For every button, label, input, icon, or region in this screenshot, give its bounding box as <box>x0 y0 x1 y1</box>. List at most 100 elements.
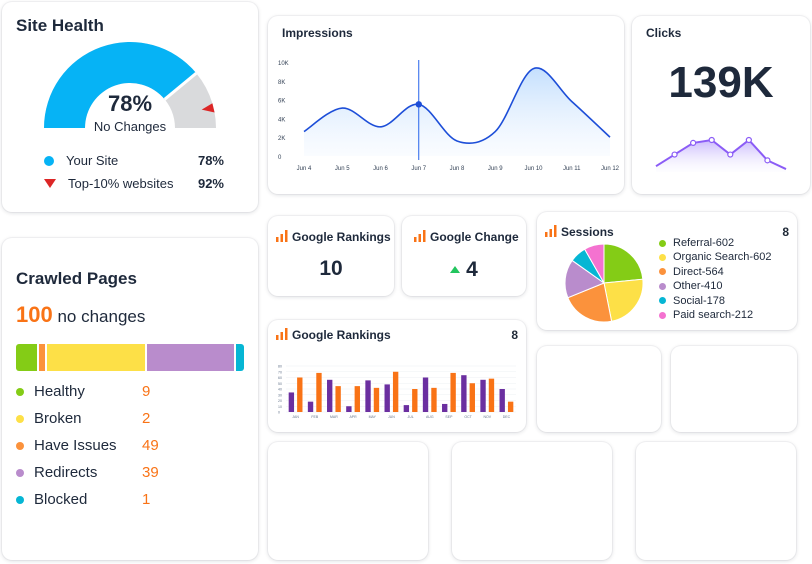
pie-slice[interactable] <box>603 278 644 322</box>
rankings-bar[interactable] <box>422 377 429 413</box>
y-tick-label: 6K <box>278 99 285 105</box>
crawled-legend-label: Redirects <box>34 464 98 481</box>
crawled-legend-label: Blocked <box>34 491 88 508</box>
empty-card <box>636 442 796 560</box>
sessions-pie-chart <box>564 243 644 323</box>
gauge-split-line <box>163 72 198 101</box>
x-tick-label: AUG <box>426 415 434 419</box>
rankings-bar[interactable] <box>384 384 390 412</box>
bar-chart-icon <box>414 230 426 242</box>
bar-chart-icon <box>545 225 557 237</box>
rankings-bar[interactable] <box>412 389 418 412</box>
rankings-bar[interactable] <box>327 379 333 412</box>
legend-dot-icon <box>16 468 24 477</box>
impressions-card: Impressions 10K 8K 6K 4K 2K 0 Jun 4 Jun 5 Jun 6 J… <box>268 16 624 194</box>
pie-slice[interactable] <box>567 282 613 323</box>
rankings-bar[interactable] <box>488 378 495 412</box>
y-tick-label: 2K <box>278 136 285 142</box>
empty-card <box>537 346 661 432</box>
rankings-chart-title: Google Rankings <box>292 328 391 342</box>
clicks-card: Clicks 139K <box>632 16 810 194</box>
legend-your-site-value: 78% <box>197 153 224 168</box>
impressions-area <box>304 67 610 156</box>
crawled-legend-value: 1 <box>142 491 151 508</box>
sessions-legend-label: Organic Search-602 <box>673 251 772 264</box>
rankings-bar[interactable] <box>297 377 303 413</box>
google-rankings-stat-value: 10 <box>319 257 343 280</box>
x-tick-label: Jun 8 <box>450 166 465 172</box>
sessions-legend-item: Paid search-212 <box>659 309 753 321</box>
y-tick-label: 70 <box>278 370 282 374</box>
y-tick-label: 10 <box>278 405 282 409</box>
y-tick-label: 60 <box>278 376 282 380</box>
crawled-legend-item: Have Issues 49 <box>16 437 159 454</box>
impressions-title: Impressions <box>282 26 353 40</box>
rankings-bar[interactable] <box>354 386 360 412</box>
crawled-legend-item: Broken 2 <box>16 410 150 427</box>
legend-dot-icon <box>659 282 666 290</box>
rankings-bar[interactable] <box>365 380 371 412</box>
rankings-bar[interactable] <box>480 379 486 412</box>
google-rankings-stat-title: Google Rankings <box>292 230 391 244</box>
rankings-bar[interactable] <box>507 401 514 412</box>
rankings-bar[interactable] <box>392 371 399 412</box>
up-triangle-icon <box>450 266 461 273</box>
crawled-bar-segment-have-issues <box>39 344 47 371</box>
rankings-bar[interactable] <box>442 403 448 412</box>
rankings-bar[interactable] <box>469 383 475 412</box>
x-tick-label: OCT <box>464 415 472 419</box>
x-tick-label: JUL <box>407 415 413 419</box>
sessions-legend-item: Organic Search-602 <box>659 251 771 263</box>
rankings-bar[interactable] <box>288 392 295 412</box>
y-tick-label: 50 <box>278 382 282 386</box>
x-tick-label: Jun 10 <box>524 166 543 172</box>
bar-chart-icon <box>276 328 288 340</box>
sessions-badge: 8 <box>782 225 789 239</box>
rankings-bar[interactable] <box>461 375 467 412</box>
pie-slice[interactable] <box>603 243 644 284</box>
rankings-bar[interactable] <box>316 372 322 412</box>
rankings-bar[interactable] <box>431 387 437 412</box>
x-tick-label: MAY <box>369 415 377 419</box>
clicks-sparkline <box>655 136 787 172</box>
rankings-bar[interactable] <box>346 406 352 412</box>
crawled-bar-segment-redirects <box>146 344 237 371</box>
y-tick-label: 40 <box>278 388 282 392</box>
sessions-legend-item: Direct-564 <box>659 266 724 278</box>
crawled-legend-value: 39 <box>142 464 159 481</box>
crawled-legend-item: Healthy 9 <box>16 383 150 400</box>
rankings-bar[interactable] <box>307 401 314 412</box>
y-tick-label: 0 <box>278 411 280 415</box>
sessions-legend-label: Paid search-212 <box>673 309 754 321</box>
rankings-bar[interactable] <box>499 389 505 412</box>
rankings-bar[interactable] <box>335 386 341 412</box>
site-health-gauge <box>44 42 216 129</box>
site-health-title: Site Health <box>16 16 104 35</box>
rankings-bar[interactable] <box>403 405 410 412</box>
clicks-point <box>690 139 697 147</box>
rankings-chart-badge: 8 <box>511 328 518 342</box>
x-tick-label: Jun 6 <box>373 166 388 172</box>
crawled-legend-label: Have Issues <box>34 437 117 454</box>
site-health-subtitle: No Changes <box>93 119 167 134</box>
rankings-bar[interactable] <box>450 372 456 412</box>
pie-slice[interactable] <box>583 243 605 285</box>
rankings-bar[interactable] <box>373 387 380 412</box>
x-tick-label: Jun 4 <box>297 166 312 172</box>
y-tick-label: 4K <box>278 117 285 123</box>
sessions-legend-item: Other-410 <box>659 280 723 292</box>
impressions-highlight-point[interactable] <box>415 101 422 108</box>
google-rankings-stat-header: Google Rankings <box>276 230 391 244</box>
crawled-legend-label: Broken <box>34 410 82 427</box>
y-tick-label: 20 <box>278 399 282 403</box>
legend-dot-icon <box>16 387 24 396</box>
x-tick-label: SEP <box>445 415 453 419</box>
crawled-bar-segment-healthy <box>16 344 40 371</box>
clicks-point <box>745 136 752 144</box>
x-tick-label: FEB <box>311 415 318 419</box>
google-change-stat-title: Google Change <box>430 230 519 244</box>
crawled-bar-segment-broken <box>46 344 147 371</box>
x-tick-label: MAR <box>330 415 338 419</box>
sessions-legend-item: Referral-602 <box>659 237 734 249</box>
